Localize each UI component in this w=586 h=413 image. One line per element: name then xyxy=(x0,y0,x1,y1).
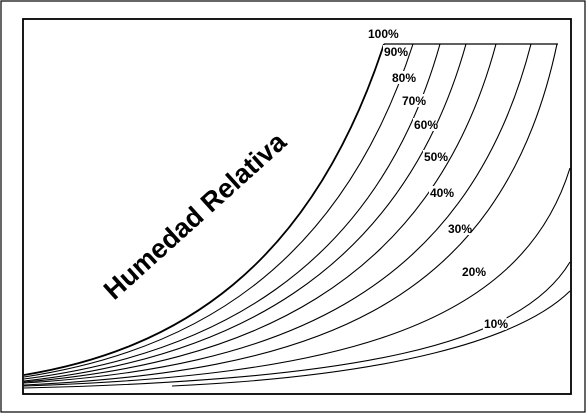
rh-curve-70pct xyxy=(23,43,467,382)
rh-label-bg xyxy=(401,94,425,107)
rh-curve-50pct xyxy=(23,43,532,384)
curve-labels: 100% 90% 80% 70% 60% 50% 40% 30% 20% 10% xyxy=(367,27,508,331)
rh-label-bg xyxy=(383,45,407,58)
rh-label-70pct: 70% xyxy=(402,94,426,108)
rh-label-60pct: 60% xyxy=(414,118,438,132)
rh-label-10pct: 10% xyxy=(484,317,508,331)
rh-label-40pct: 40% xyxy=(430,186,454,200)
rh-label-90pct: 90% xyxy=(384,45,408,59)
rh-label-80pct: 80% xyxy=(392,71,416,85)
rh-label-20pct: 20% xyxy=(462,265,486,279)
rh-curve-100pct xyxy=(23,43,385,376)
rh-curve-40pct xyxy=(23,43,558,386)
rh-label-bg xyxy=(483,317,507,330)
rh-label-bg xyxy=(447,222,471,235)
rh-curve-20pct xyxy=(23,261,571,389)
rh-label-100pct: 100% xyxy=(368,27,399,41)
rh-curve-30pct xyxy=(23,167,571,387)
rh-label-bg xyxy=(423,150,447,163)
rh-label-bg xyxy=(429,186,453,199)
plot-area xyxy=(22,18,572,395)
rh-label-bg xyxy=(461,265,485,278)
rh-curve-10pct xyxy=(171,290,571,387)
rh-curve-60pct xyxy=(23,43,497,383)
humidity-curves xyxy=(23,43,571,389)
rh-label-50pct: 50% xyxy=(424,150,448,164)
rh-label-bg xyxy=(391,71,415,84)
rh-curve-80pct xyxy=(23,43,441,380)
rh-label-30pct: 30% xyxy=(448,222,472,236)
rh-label-bg xyxy=(367,27,398,40)
rh-label-bg xyxy=(413,118,437,131)
rh-curve-90pct xyxy=(23,43,414,378)
